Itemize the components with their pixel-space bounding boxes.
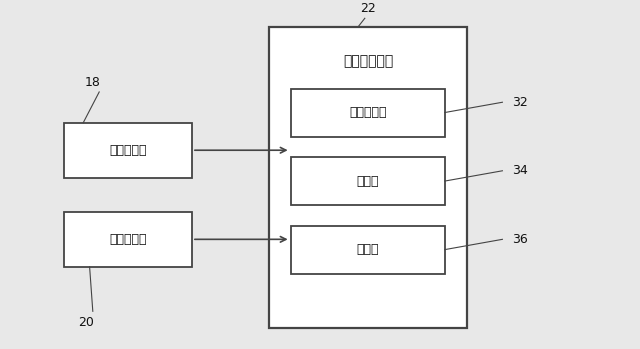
Bar	[64, 212, 192, 267]
Text: 画像処理部: 画像処理部	[349, 106, 387, 119]
Bar	[291, 225, 445, 274]
Bar	[291, 157, 445, 205]
Text: 測定部: 測定部	[356, 174, 380, 187]
Text: 22: 22	[360, 2, 376, 15]
Text: 判定部: 判定部	[356, 243, 380, 256]
Text: 36: 36	[512, 233, 528, 246]
Text: 32: 32	[512, 96, 528, 109]
Text: 第２カメラ: 第２カメラ	[109, 233, 147, 246]
Bar	[291, 89, 445, 136]
Bar	[64, 123, 192, 178]
Text: 第１カメラ: 第１カメラ	[109, 144, 147, 157]
Text: 34: 34	[512, 164, 528, 177]
Text: 18: 18	[85, 75, 100, 89]
Bar	[269, 27, 467, 328]
Text: 20: 20	[79, 317, 94, 329]
Text: 画像処理装置: 画像処理装置	[343, 54, 393, 68]
